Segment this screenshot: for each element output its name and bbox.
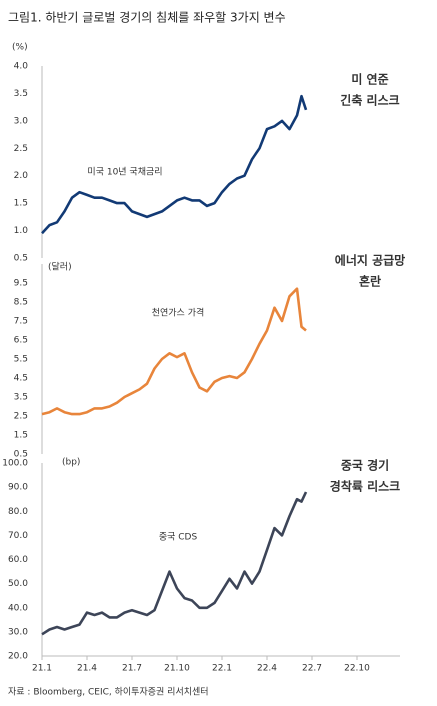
y-tick-label: 3.5 [14,89,28,99]
source-note: 자료 : Bloomberg, CEIC, 하이투자증권 리서치센터 [8,686,209,698]
series-annotation: 미국 10년 국채금리 [87,167,162,178]
data-line [41,491,308,636]
x-tick-label: 22.4 [257,664,277,674]
side-note: 경착륙 리스크 [330,479,400,494]
y-tick-label: 2.5 [14,144,28,154]
y-tick-label: 80.0 [8,507,28,517]
y-tick-label: 4.5 [14,374,28,384]
y-tick-label: 2.0 [14,171,29,181]
series-annotation: 천연가스 가격 [152,307,205,319]
y-tick-label: 100.0 [2,459,28,469]
x-tick-label: 22.7 [302,664,322,674]
y-tick-label: 90.0 [8,483,28,493]
y-tick-label: 40.0 [8,603,28,613]
side-note: 혼란 [359,274,381,289]
y-tick-label: 50.0 [8,579,28,589]
y-tick-label: 0.5 [14,450,28,460]
y-unit: (달러) [48,261,72,273]
series-annotation: 중국 CDS [159,532,198,543]
y-unit: (%) [12,43,28,53]
x-tick-label: 21.4 [77,664,97,674]
y-tick-label: 2.5 [14,412,28,422]
x-tick-label: 21.1 [32,664,52,674]
y-tick-label: 7.5 [14,317,28,327]
y-tick-label: 20.0 [8,652,28,662]
side-note: 에너지 공급망 [335,253,405,268]
y-tick-label: 60.0 [8,555,28,565]
y-tick-label: 8.5 [14,298,28,308]
y-tick-label: 3.0 [14,116,29,126]
side-note: 중국 경기 [341,458,389,473]
data-line [41,94,308,235]
y-tick-label: 3.5 [14,393,28,403]
y-tick-label: 5.5 [14,355,28,365]
x-tick-label: 22.1 [212,664,232,674]
x-tick-label: 21.10 [164,664,190,674]
y-tick-label: 9.5 [14,279,28,289]
y-tick-label: 4.0 [14,62,29,72]
y-tick-label: 6.5 [14,336,28,346]
y-tick-label: 1.5 [14,431,28,441]
x-tick-label: 21.7 [122,664,142,674]
y-unit: (bp) [62,458,80,468]
x-tick-label: 22.10 [344,664,370,674]
figure-title: 그림1. 하반기 글로벌 경기의 침체를 좌우할 3가지 변수 [8,11,286,25]
side-note: 긴축 리스크 [340,93,399,108]
y-tick-label: 30.0 [8,627,28,637]
data-line [41,287,307,416]
y-tick-label: 70.0 [8,531,28,541]
y-tick-label: 1.5 [14,199,28,209]
y-tick-label: 1.0 [14,226,29,236]
side-note: 미 연준 [351,72,388,87]
y-tick-label: 0.5 [14,254,28,264]
